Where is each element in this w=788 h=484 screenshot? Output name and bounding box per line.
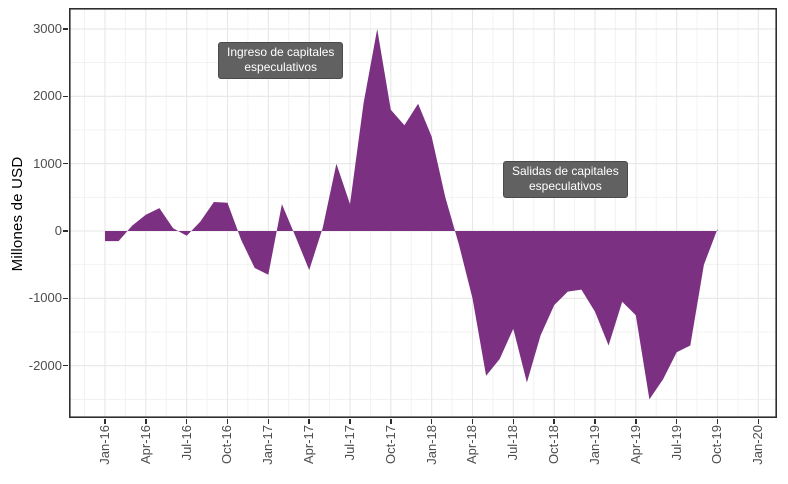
x-tick-mark (226, 419, 229, 424)
panel-border (69, 8, 777, 418)
y-tick-label: -2000 (28, 357, 62, 373)
y-tick-mark (63, 297, 68, 300)
x-tick-mark (267, 419, 270, 424)
x-tick-label: Jan-16 (97, 425, 112, 465)
y-tick-label: 3000 (33, 20, 62, 36)
x-tick-label: Jul-18 (505, 425, 521, 461)
annotation-salidas-line1: Salidas de capitales (512, 164, 619, 178)
x-tick-label: Apr-18 (464, 425, 480, 465)
x-tick-label: Jan-18 (423, 425, 439, 465)
x-tick-mark (145, 419, 147, 424)
y-tick-mark (63, 95, 68, 97)
y-tick-mark (63, 365, 68, 367)
y-tick-label: 0 (54, 223, 62, 238)
y-tick-mark (63, 28, 68, 30)
x-tick-label: Oct-17 (382, 425, 398, 465)
x-tick-label: Oct-19 (709, 425, 725, 465)
area-series-flujos-de-capitales-especulativos (105, 29, 718, 400)
x-tick-mark (430, 419, 433, 424)
x-tick-label: Jan-19 (586, 425, 602, 465)
x-tick-label: Jan-20 (750, 425, 766, 465)
x-tick-mark (390, 419, 392, 424)
annotation-ingreso-label: Ingreso de capitales especulativos (218, 42, 344, 79)
chart-panel (69, 8, 777, 418)
x-tick-label: Oct-18 (546, 425, 562, 465)
x-tick-label: Jul-16 (178, 425, 194, 461)
x-tick-label: Apr-17 (301, 425, 317, 465)
x-tick-label: Jul-17 (341, 425, 357, 461)
annotation-salidas-label: Salidas de capitales especulativos (503, 161, 628, 198)
x-tick-label: Jan-17 (260, 425, 276, 465)
y-tick-label: -1000 (28, 290, 62, 306)
x-tick-mark (675, 419, 678, 424)
y-tick-mark (63, 162, 68, 165)
x-tick-mark (635, 419, 637, 424)
x-tick-mark (512, 419, 515, 424)
y-axis-title: Millones de USD (9, 156, 26, 272)
x-tick-label: Jul-19 (668, 425, 684, 461)
x-tick-mark (308, 419, 310, 424)
annotation-salidas-line2: especulativos (529, 179, 602, 193)
annotation-ingreso-line2: especulativos (244, 60, 318, 74)
x-tick-mark (104, 419, 106, 424)
x-tick-mark (594, 419, 596, 424)
x-tick-label: Apr-19 (627, 425, 643, 465)
x-tick-mark (185, 419, 188, 424)
x-tick-mark (757, 419, 760, 424)
y-tick-label: 2000 (33, 88, 62, 104)
x-tick-mark (349, 419, 351, 424)
y-tick-mark (63, 230, 68, 232)
x-tick-mark (471, 419, 474, 424)
x-tick-label: Apr-16 (137, 425, 153, 465)
x-tick-label: Oct-16 (219, 425, 235, 465)
y-tick-label: 1000 (33, 155, 62, 171)
area-chart (69, 8, 777, 418)
x-tick-mark (553, 419, 555, 424)
x-tick-mark (716, 419, 719, 424)
annotation-ingreso-line1: Ingreso de capitales (227, 45, 335, 59)
